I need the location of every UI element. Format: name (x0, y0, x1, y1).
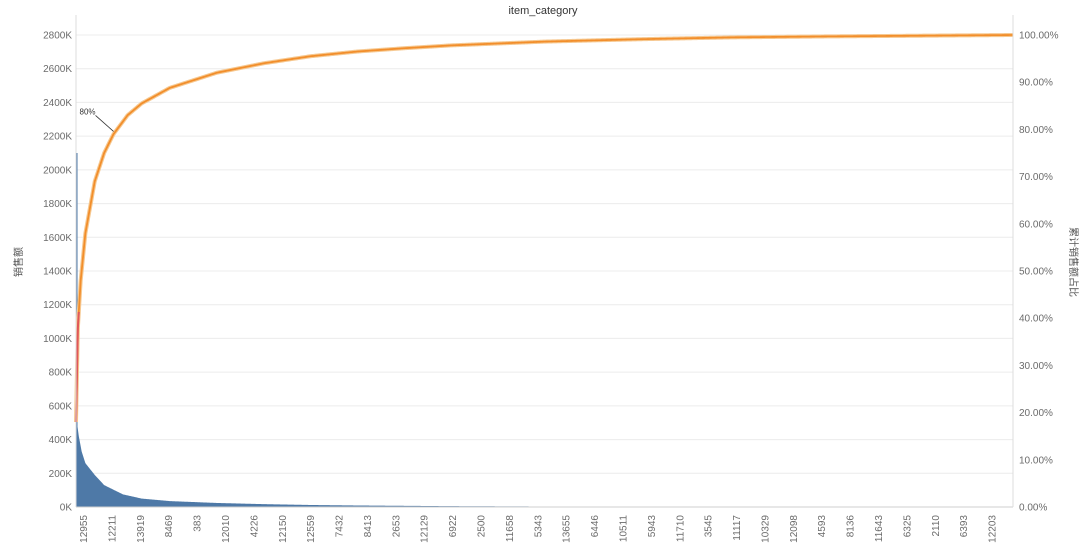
y-right-tick-label: 90.00% (1019, 78, 1053, 89)
x-tick-label: 11658 (505, 515, 516, 543)
x-tick-label: 12098 (789, 515, 800, 543)
x-tick-label: 6446 (590, 515, 601, 538)
y-right-tick-label: 50.00% (1019, 267, 1053, 278)
x-tick-label: 10329 (760, 515, 771, 543)
cumulative-share-line (75, 34, 1014, 423)
x-tick-label: 383 (193, 515, 204, 532)
x-tick-label: 5943 (647, 515, 658, 538)
y-right-tick-label: 70.00% (1019, 172, 1053, 183)
cumulative-line-glow (74, 33, 1015, 423)
y-right-tick-label: 10.00% (1019, 455, 1053, 466)
x-tick-label: 13919 (136, 515, 147, 543)
x-tick-label: 11710 (675, 515, 686, 543)
y-left-tick-label: 2800K (43, 31, 72, 42)
x-tick-label: 6922 (448, 515, 459, 538)
y-axis-right-title: 累计销售额占比 (1067, 227, 1080, 297)
x-tick-label: 10511 (618, 515, 629, 543)
sales-bars (76, 153, 1013, 507)
y-right-tick-label: 100.00% (1019, 31, 1059, 42)
annotation-label: 80% (80, 107, 96, 116)
y-right-tick-label: 80.00% (1019, 125, 1053, 136)
y-left-tick-label: 0K (60, 503, 73, 514)
chart-title: item_category (508, 5, 578, 17)
x-tick-label: 13655 (562, 515, 573, 543)
grid-lines (76, 34, 1013, 474)
x-tick-label: 12559 (306, 515, 317, 543)
x-tick-label: 8469 (164, 515, 175, 538)
x-tick-label: 11643 (874, 515, 885, 543)
x-tick-label: 7432 (335, 515, 346, 538)
y-left-tick-label: 1000K (43, 334, 72, 345)
x-tick-label: 11117 (732, 515, 743, 541)
y-left-tick-label: 400K (49, 435, 73, 446)
line-series (74, 33, 1015, 423)
x-tick-label: 8136 (846, 515, 857, 538)
y-right-tick-label: 30.00% (1019, 361, 1053, 372)
y-right-tick-label: 0.00% (1019, 503, 1047, 514)
x-tick-label: 8413 (363, 515, 374, 538)
annotation-leader (95, 115, 114, 132)
x-tick-label: 4226 (249, 515, 260, 538)
x-tick-label: 12955 (79, 515, 90, 543)
y-left-tick-label: 2600K (43, 64, 72, 75)
y-left-tick-label: 1400K (43, 267, 72, 278)
x-tick-label: 6393 (959, 515, 970, 538)
y-left-tick-label: 1800K (43, 199, 72, 210)
y-left-tick-label: 1600K (43, 233, 72, 244)
x-tick-label: 2500 (477, 515, 488, 538)
x-tick-label: 6325 (902, 515, 913, 538)
y-left-tick-label: 2200K (43, 132, 72, 143)
annotation-layer: 80% (80, 107, 114, 132)
y-right-tick-label: 40.00% (1019, 314, 1053, 325)
y-left-tick-label: 600K (49, 401, 73, 412)
y-left-tick-label: 2400K (43, 98, 72, 109)
y-right-tick-label: 60.00% (1019, 219, 1053, 230)
y-left-tick-label: 200K (49, 469, 73, 480)
x-tick-label: 12211 (107, 515, 118, 543)
x-tick-label: 2653 (391, 515, 402, 538)
x-tick-label: 4593 (817, 515, 828, 538)
x-tick-label: 2110 (931, 515, 942, 537)
x-tick-label: 12010 (221, 515, 232, 543)
y-axis-left-title: 销售额 (12, 247, 25, 277)
y-left-tick-label: 800K (49, 368, 73, 379)
x-tick-label: 12150 (278, 515, 289, 543)
axes: 0K 200K 400K 600K 800K 1000K 1200K 1400K 1600K 18… (43, 15, 1059, 543)
y-left-tick-label: 1200K (43, 300, 72, 311)
x-tick-label: 5343 (533, 515, 544, 538)
x-tick-label: 12129 (420, 515, 431, 543)
y-left-tick-label: 2000K (43, 165, 72, 176)
bar-series (75, 153, 1013, 507)
y-right-tick-label: 20.00% (1019, 408, 1053, 419)
x-tick-label: 3545 (704, 515, 715, 538)
x-tick-label: 12203 (988, 515, 999, 543)
